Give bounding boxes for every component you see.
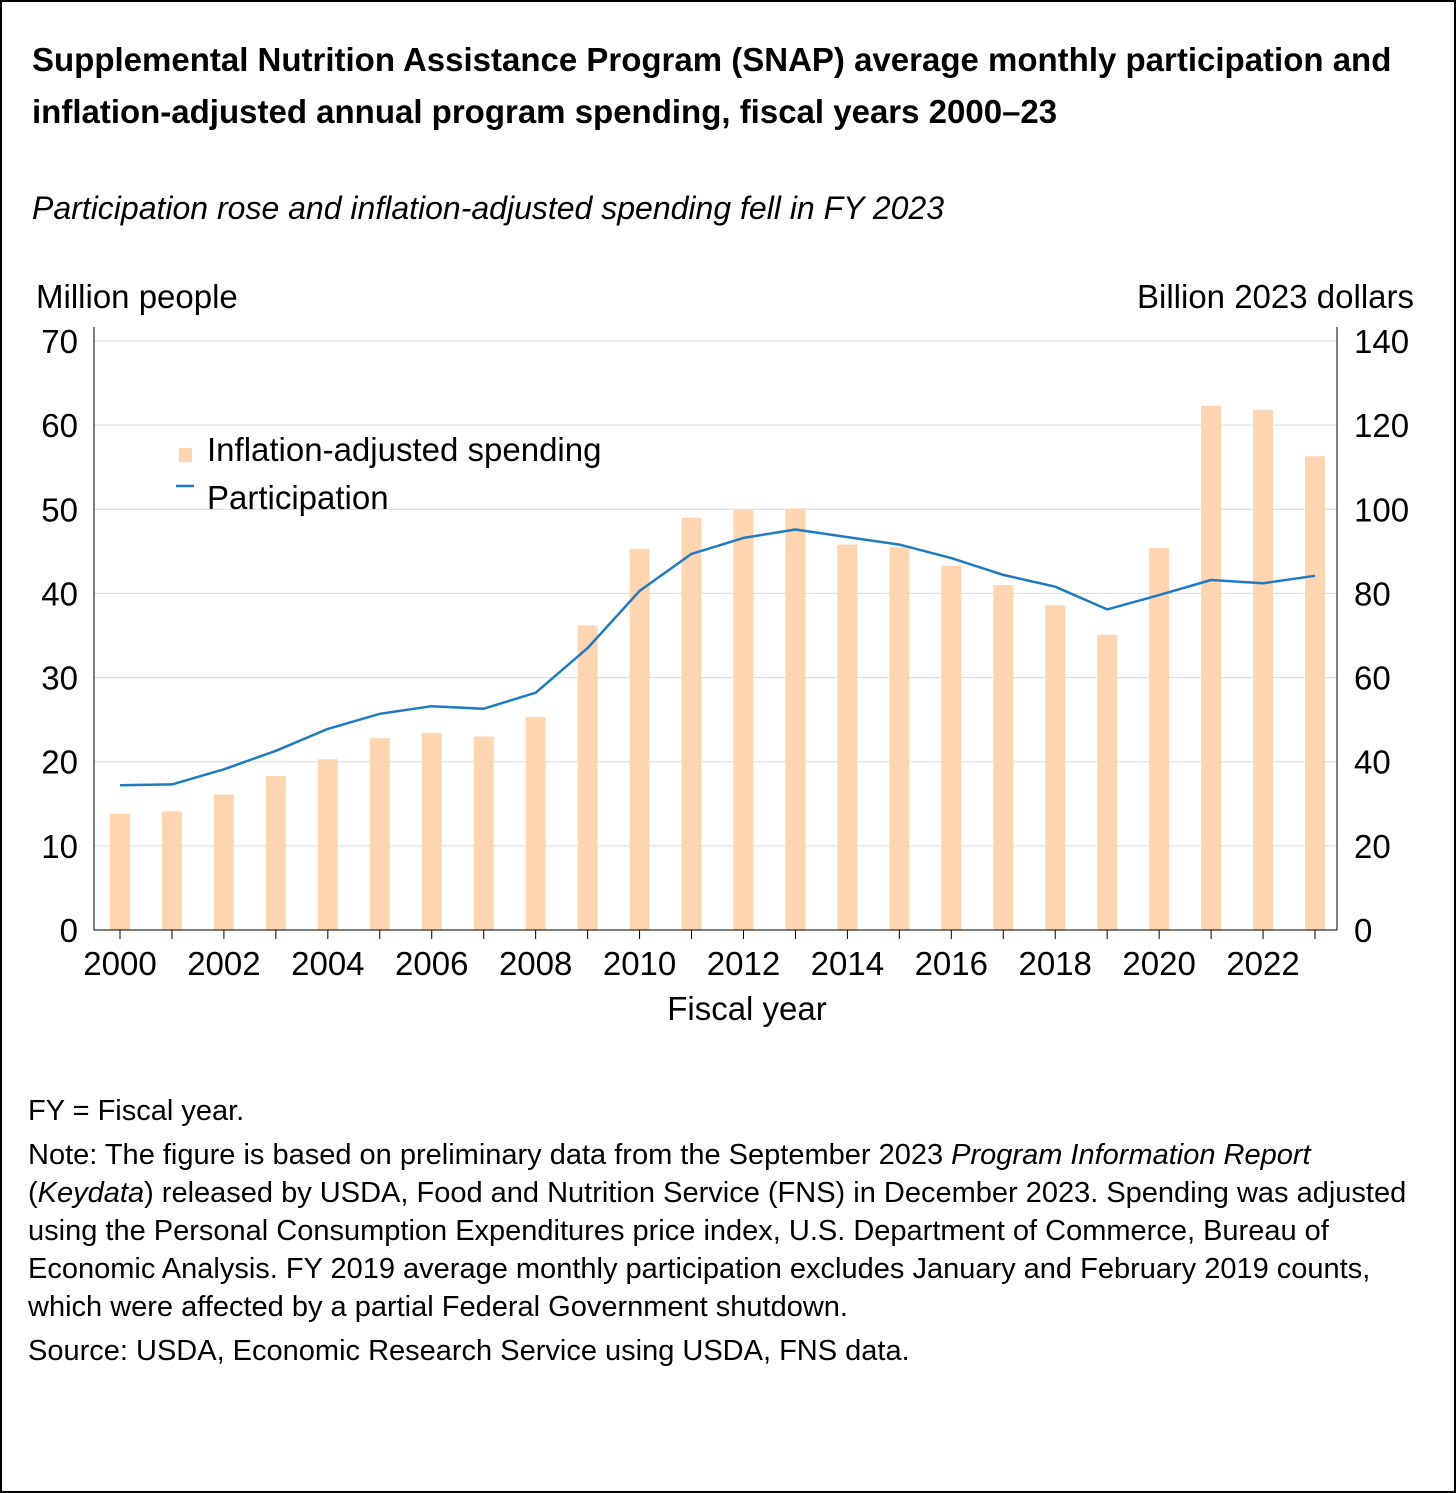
y-left-tick-label: 0 (60, 912, 78, 949)
spending-bar (1305, 456, 1325, 930)
spending-bar (785, 508, 806, 930)
spending-bar (1201, 405, 1222, 930)
x-axis-label: Fiscal year (667, 990, 827, 1027)
x-tick-label: 2016 (915, 945, 988, 982)
spending-bar (1149, 547, 1170, 930)
y-left-tick-label: 70 (41, 323, 78, 360)
spending-bar (213, 794, 234, 930)
spending-bar (889, 547, 910, 930)
y-left-tick-label: 60 (41, 407, 78, 444)
y-right-tick-label: 20 (1354, 828, 1391, 865)
x-tick-label: 2000 (83, 945, 156, 982)
spending-bar (993, 585, 1014, 930)
x-tick-label: 2010 (603, 945, 676, 982)
x-tick-label: 2020 (1122, 945, 1195, 982)
fy-abbreviation-note: FY = Fiscal year. (28, 1095, 245, 1127)
chart-subtitle: Participation rose and inflation-adjuste… (32, 190, 944, 226)
legend-swatch-spending (179, 448, 192, 462)
y-left-tick-label: 50 (41, 491, 78, 528)
spending-bar (265, 776, 286, 930)
gridlines (94, 340, 1337, 847)
x-tick-label: 2006 (395, 945, 468, 982)
y-left-tick-label: 10 (41, 828, 78, 865)
y-right-tick-label: 0 (1354, 912, 1372, 949)
spending-bar (629, 548, 650, 930)
note-report-name: Program Information Report (951, 1139, 1311, 1171)
spending-bar (577, 625, 598, 930)
spending-bar (369, 738, 390, 930)
note-text-3: ) released by USDA, Food and Nutrition S… (28, 1177, 1407, 1323)
note-keydata: Keydata (37, 1177, 145, 1209)
note-text-1: Note: The figure is based on preliminary… (28, 1139, 952, 1171)
legend-label-participation: Participation (207, 479, 389, 516)
x-tick-label: 2012 (707, 945, 780, 982)
y-left-tick-label: 20 (41, 744, 78, 781)
note-text-2: ( (28, 1177, 38, 1209)
x-tick-label: 2008 (499, 945, 572, 982)
right-axis-label: Billion 2023 dollars (1137, 278, 1414, 315)
legend-label-spending: Inflation-adjusted spending (207, 431, 601, 468)
y-right-tick-label: 40 (1354, 744, 1391, 781)
axes (93, 327, 1338, 939)
y-left-tick-label: 30 (41, 660, 78, 697)
spending-bar (733, 510, 754, 930)
spending-bar (525, 717, 546, 930)
spending-bar (941, 565, 962, 930)
footer-notes: FY = Fiscal year. Note: The figure is ba… (28, 1092, 1428, 1370)
spending-bar (837, 544, 858, 930)
y-right-tick-label: 60 (1354, 660, 1391, 697)
spending-bar (681, 517, 702, 930)
chart-title: Supplemental Nutrition Assistance Progra… (32, 41, 1392, 130)
spending-bar (161, 811, 182, 930)
participation-line (119, 528, 1316, 787)
y-right-tick-label: 120 (1354, 407, 1409, 444)
participation-line-group (119, 528, 1316, 787)
y-right-tick-label: 140 (1354, 323, 1409, 360)
left-axis-label: Million people (36, 278, 238, 315)
x-tick-label: 2022 (1226, 945, 1299, 982)
legend: Inflation-adjusted spending Participatio… (176, 431, 601, 516)
y-right-tick-label: 80 (1354, 575, 1391, 612)
spending-bars (110, 405, 1325, 930)
source-note: Source: USDA, Economic Research Service … (28, 1335, 910, 1367)
y-right-tick-label: 100 (1354, 491, 1409, 528)
spending-bar (317, 759, 338, 930)
spending-bar (110, 813, 130, 930)
y-left-tick-label: 40 (41, 575, 78, 612)
methodology-note: Note: The figure is based on preliminary… (28, 1136, 1428, 1326)
x-tick-label: 2018 (1019, 945, 1092, 982)
x-tick-label: 2002 (187, 945, 260, 982)
spending-bar (421, 733, 442, 930)
spending-bar (1045, 605, 1066, 930)
x-tick-label: 2014 (811, 945, 884, 982)
spending-bar (1253, 409, 1274, 930)
spending-bar (473, 736, 494, 930)
spending-bar (1097, 634, 1118, 930)
x-tick-label: 2004 (291, 945, 364, 982)
